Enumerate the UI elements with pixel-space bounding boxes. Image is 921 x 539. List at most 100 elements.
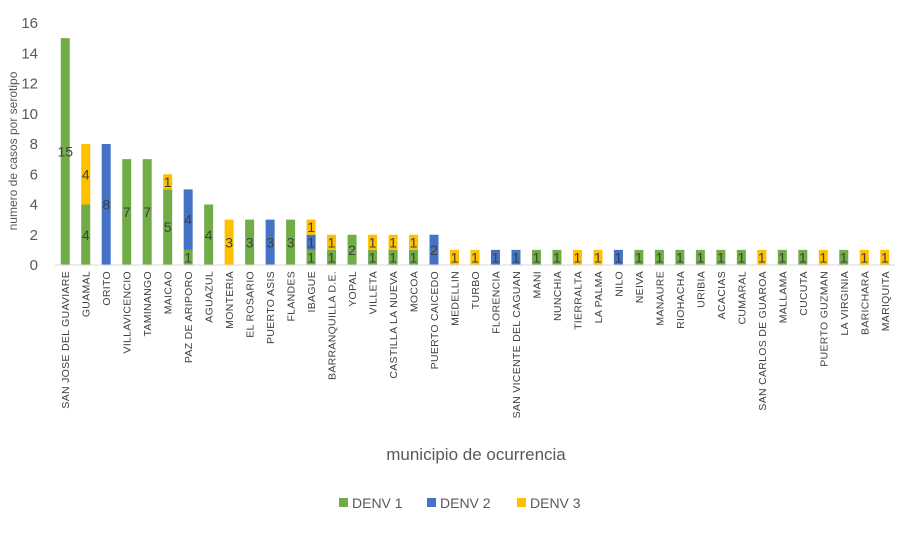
data-label: 3 — [287, 234, 295, 250]
category-label: MALLAMA — [777, 271, 789, 323]
data-label: 1 — [307, 234, 315, 250]
data-label: 1 — [307, 219, 315, 235]
data-label: 5 — [164, 219, 172, 235]
legend: DENV 1 DENV 2 DENV 3 — [339, 495, 581, 511]
category-label: URIBIA — [695, 271, 707, 308]
data-label: 1 — [574, 249, 582, 265]
category-label: VILLAVICENCIO — [122, 271, 134, 353]
data-label: 1 — [410, 249, 418, 265]
bar-segment — [490, 249, 500, 265]
bar-segment — [736, 249, 746, 265]
bar-segment — [265, 219, 275, 265]
data-label: 1 — [840, 249, 848, 265]
category-label: PUERTO ASIS — [265, 271, 277, 344]
data-label: 1 — [492, 249, 500, 265]
category-labels: SAN JOSE DEL GUAVIARE GUAMAL ORITO VILLAVIC… — [60, 271, 892, 418]
legend-label: DENV 3 — [530, 495, 581, 511]
category-label: YOPAL — [347, 271, 359, 307]
bar-segment — [654, 249, 664, 265]
bar-segment — [695, 249, 705, 265]
bar-segment — [81, 204, 91, 265]
bars — [60, 38, 890, 265]
bar-segment — [798, 249, 808, 265]
data-label: 7 — [143, 204, 151, 220]
y-tick-label: 2 — [30, 227, 38, 244]
data-label: 3 — [266, 234, 274, 250]
bar-segment — [593, 249, 603, 265]
category-label: NUNCHIA — [552, 271, 564, 321]
bar-segment — [880, 249, 890, 265]
category-label: GUAMAL — [81, 271, 93, 317]
bar-segment — [839, 249, 849, 265]
bar-segment — [368, 249, 378, 265]
bar-segment — [531, 249, 541, 265]
bar-segment — [450, 249, 460, 265]
data-label: 8 — [102, 197, 110, 213]
bar-segment — [716, 249, 726, 265]
data-label: 1 — [819, 249, 827, 265]
category-label: SAN JOSE DEL GUAVIARE — [60, 271, 72, 409]
bar-segment — [163, 189, 173, 265]
category-label: NILO — [613, 271, 625, 297]
data-label: 1 — [778, 249, 786, 265]
category-label: TURBO — [470, 271, 482, 309]
y-tick-label: 6 — [30, 166, 38, 183]
bar-segment — [306, 219, 316, 235]
category-label: VILLETA — [368, 271, 380, 314]
data-label: 1 — [389, 249, 397, 265]
category-label: IBAGUE — [306, 271, 318, 312]
data-label: 1 — [860, 249, 868, 265]
data-label: 2 — [430, 242, 438, 258]
data-label: 1 — [696, 249, 704, 265]
bar-segment — [552, 249, 562, 265]
data-label: 3 — [246, 234, 254, 250]
y-tick-label: 0 — [30, 257, 38, 274]
data-label: 1 — [717, 249, 725, 265]
y-tick-label: 16 — [21, 15, 38, 32]
bar-segment — [388, 249, 398, 265]
category-label: LA PALMA — [593, 271, 605, 323]
category-label: PUERTO GUZMAN — [818, 271, 830, 367]
y-axis-ticks: 0 2 4 6 8 10 12 14 16 — [21, 15, 38, 274]
bar-segment — [470, 249, 480, 265]
data-label: 1 — [615, 249, 623, 265]
bar-segment — [183, 249, 193, 265]
legend-swatch — [517, 498, 526, 507]
bar-segment — [163, 174, 173, 190]
data-label: 7 — [123, 204, 131, 220]
y-tick-label: 4 — [30, 197, 38, 214]
bar-segment — [388, 234, 398, 250]
category-label: MANI — [531, 271, 543, 298]
category-label: CUCUTA — [798, 271, 810, 316]
category-label: PUERTO CAICEDO — [429, 271, 441, 369]
bar-segment — [429, 234, 439, 265]
category-label: MOCOA — [409, 271, 421, 312]
data-label: 1 — [758, 249, 766, 265]
data-label: 1 — [307, 249, 315, 265]
bar-segment — [142, 159, 152, 265]
data-label: 1 — [164, 174, 172, 190]
data-label: 1 — [881, 249, 889, 265]
category-label: BARRANQUILLA D.E. — [327, 271, 339, 380]
bar-segment — [613, 249, 623, 265]
data-label: 1 — [389, 234, 397, 250]
bar-segment — [224, 219, 234, 265]
category-label: BARICHARA — [859, 271, 871, 335]
bar-segment — [245, 219, 255, 265]
data-label: 1 — [369, 234, 377, 250]
category-label: MONTERIA — [224, 271, 236, 329]
category-label: LA VIRGINIA — [839, 271, 851, 336]
bar-segment — [122, 159, 132, 265]
data-label: 4 — [82, 227, 90, 243]
bar-segment — [409, 249, 419, 265]
bar-segment — [183, 189, 193, 250]
y-tick-label: 14 — [21, 45, 38, 62]
legend-swatch — [427, 498, 436, 507]
bar-segment — [675, 249, 685, 265]
bar-segment — [101, 144, 111, 265]
category-label: MARIQUITA — [880, 271, 892, 331]
y-tick-label: 8 — [30, 136, 38, 153]
category-label: CASTILLA LA NUEVA — [388, 271, 400, 379]
category-label: TIERRALTA — [572, 271, 584, 330]
